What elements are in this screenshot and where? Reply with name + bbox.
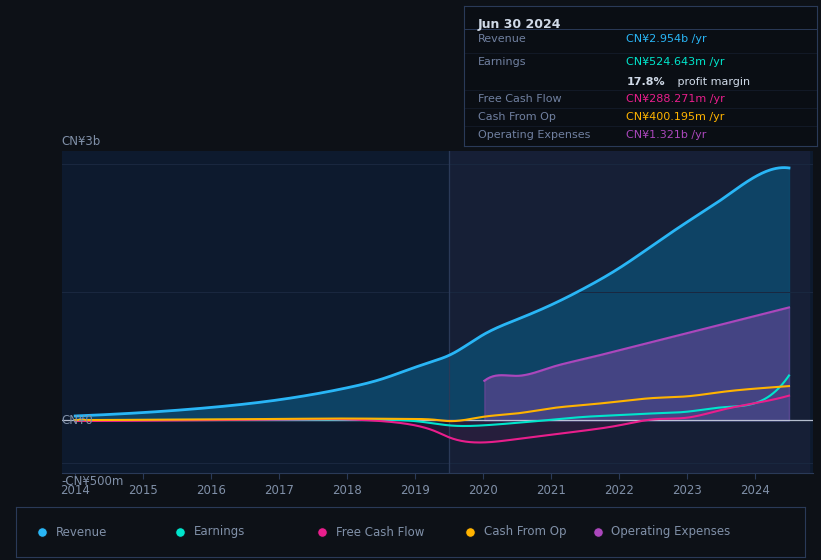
Text: CN¥1.321b /yr: CN¥1.321b /yr (626, 130, 707, 140)
Text: CN¥400.195m /yr: CN¥400.195m /yr (626, 112, 725, 122)
Text: CN¥2.954b /yr: CN¥2.954b /yr (626, 34, 707, 44)
Text: Free Cash Flow: Free Cash Flow (336, 525, 424, 539)
Text: Jun 30 2024: Jun 30 2024 (478, 18, 562, 31)
Text: Cash From Op: Cash From Op (478, 112, 556, 122)
Text: Operating Expenses: Operating Expenses (612, 525, 731, 539)
Text: CN¥0: CN¥0 (62, 414, 94, 427)
Text: Revenue: Revenue (56, 525, 108, 539)
Text: 17.8%: 17.8% (626, 77, 665, 87)
Text: profit margin: profit margin (674, 77, 750, 87)
Text: Earnings: Earnings (478, 58, 526, 67)
Text: Operating Expenses: Operating Expenses (478, 130, 590, 140)
Text: Revenue: Revenue (478, 34, 527, 44)
Text: Free Cash Flow: Free Cash Flow (478, 94, 562, 104)
Text: CN¥3b: CN¥3b (62, 136, 101, 148)
Text: -CN¥500m: -CN¥500m (62, 475, 124, 488)
Text: CN¥288.271m /yr: CN¥288.271m /yr (626, 94, 725, 104)
Text: Cash From Op: Cash From Op (484, 525, 566, 539)
Bar (449, 151, 810, 473)
Text: Earnings: Earnings (194, 525, 245, 539)
Text: CN¥524.643m /yr: CN¥524.643m /yr (626, 58, 725, 67)
